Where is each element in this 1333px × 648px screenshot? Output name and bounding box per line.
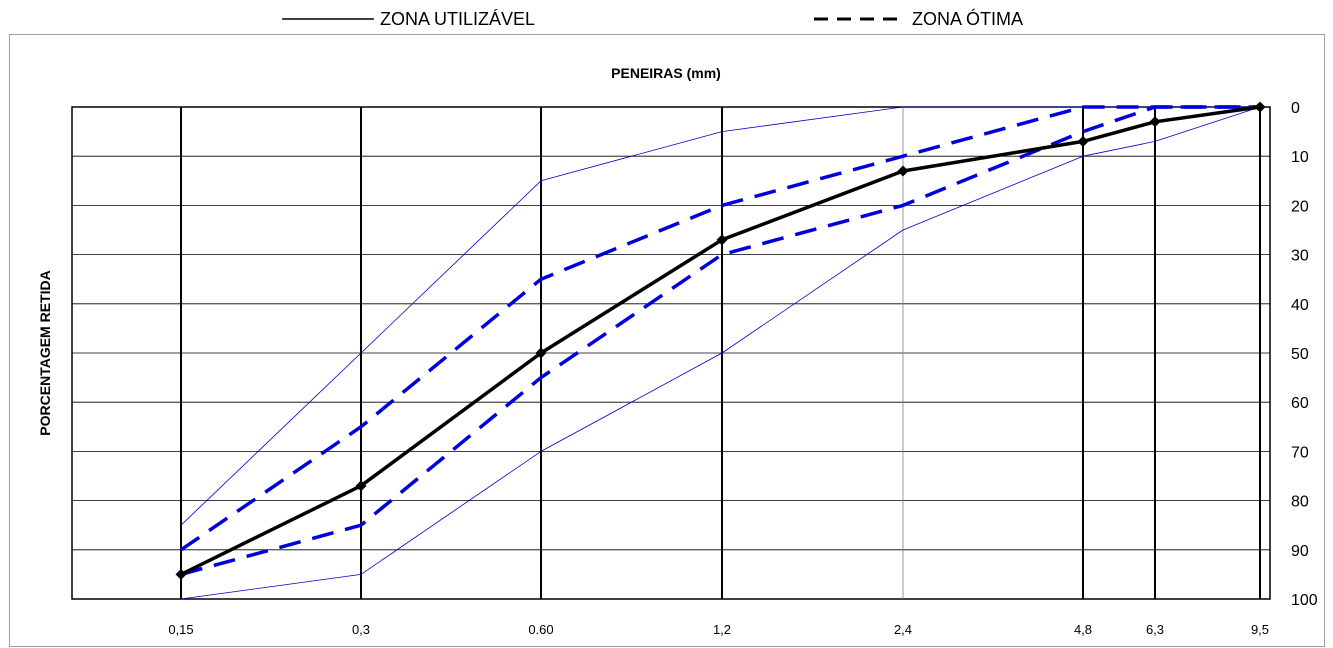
x-tick-label: 1,2 <box>713 622 731 637</box>
legend-label-zona-utilizavel: ZONA UTILIZÁVEL <box>380 8 536 29</box>
y-tick-label: 20 <box>1291 198 1309 215</box>
data-point-marker <box>535 347 547 359</box>
chart-legend: ZONA UTILIZÁVEL ZONA ÓTIMA <box>0 0 1333 30</box>
legend-item-zona-utilizavel: ZONA UTILIZÁVEL <box>282 7 535 31</box>
x-tick-label: 0,15 <box>168 622 193 637</box>
series-line-util_lower <box>180 106 1260 526</box>
x-tick-label: 0.60 <box>528 622 553 637</box>
y-tick-label: 50 <box>1291 346 1309 363</box>
grid-layer <box>71 106 1271 600</box>
y-tick-label: 70 <box>1291 444 1309 461</box>
tick-layer: 0 10 20 30 40 50 60 70 80 90 100 0,15 0,3 0.60 1,2 2,4 4… <box>168 100 1317 637</box>
x-tick-label: 0,3 <box>352 622 370 637</box>
data-point-marker <box>716 234 728 246</box>
y-tick-label: 80 <box>1291 494 1309 511</box>
data-point-marker <box>1149 116 1161 128</box>
legend-item-zona-otima: ZONA ÓTIMA <box>814 7 1023 31</box>
data-point-marker <box>1254 101 1266 113</box>
data-point-marker <box>897 165 909 177</box>
x-tick-label: 2,4 <box>894 622 912 637</box>
chart-title: PENEIRAS (mm) <box>611 65 721 81</box>
y-tick-label: 100 <box>1291 592 1318 609</box>
x-tick-label: 6,3 <box>1146 622 1164 637</box>
y-tick-label: 90 <box>1291 543 1309 560</box>
series-layer <box>180 105 1261 600</box>
data-point-marker <box>1077 135 1089 147</box>
y-tick-label: 0 <box>1291 100 1300 117</box>
x-tick-label: 4,8 <box>1074 622 1092 637</box>
series-line-otima_lower <box>180 105 1260 552</box>
y-tick-label: 60 <box>1291 395 1309 412</box>
series-line-amostra <box>180 105 1261 576</box>
y-axis-label: PORCENTAGEM RETIDA <box>37 270 53 435</box>
y-tick-label: 40 <box>1291 297 1309 314</box>
chart-frame <box>9 34 1325 647</box>
legend-label-zona-otima: ZONA ÓTIMA <box>912 8 1024 29</box>
marker-layer <box>175 101 1266 580</box>
y-tick-label: 10 <box>1291 149 1309 166</box>
data-point-marker <box>355 480 367 492</box>
series-line-otima_upper <box>180 105 1260 577</box>
legend-solid-line-swatch <box>282 18 374 20</box>
data-point-marker <box>175 568 187 580</box>
series-line-util_upper <box>180 106 1261 600</box>
y-tick-label: 30 <box>1291 248 1309 265</box>
x-tick-label: 9,5 <box>1251 622 1269 637</box>
legend-dashed-line-swatch <box>814 17 906 21</box>
